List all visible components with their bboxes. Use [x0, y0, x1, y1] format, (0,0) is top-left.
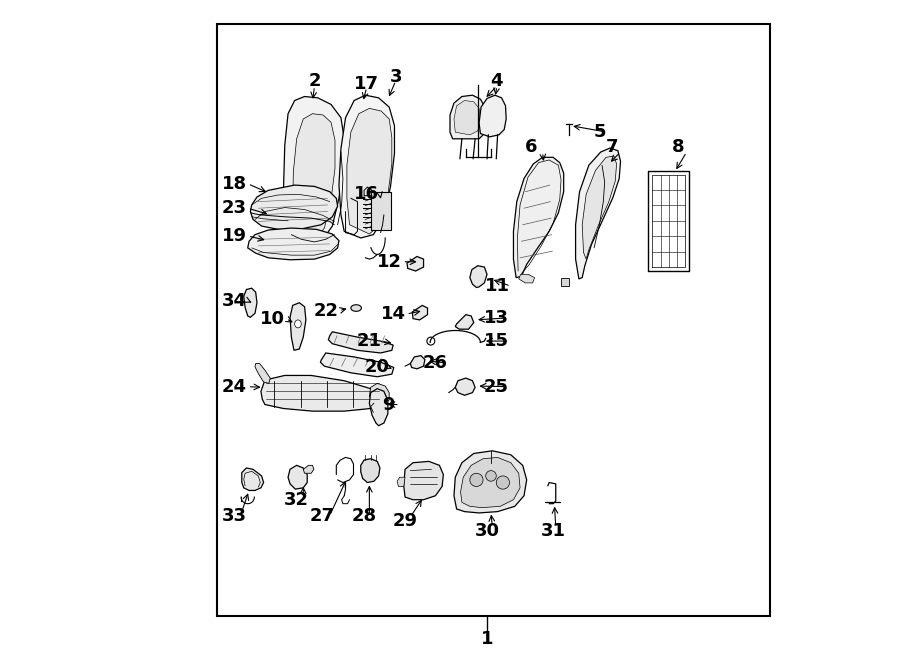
Text: 4: 4 — [491, 71, 503, 90]
Text: 13: 13 — [484, 309, 508, 327]
Polygon shape — [461, 457, 520, 508]
Text: 32: 32 — [284, 491, 309, 510]
Polygon shape — [454, 451, 526, 513]
Polygon shape — [250, 185, 338, 229]
Circle shape — [496, 476, 509, 489]
Polygon shape — [454, 100, 481, 135]
Polygon shape — [407, 256, 424, 271]
Text: 21: 21 — [357, 332, 382, 350]
Polygon shape — [514, 157, 563, 278]
Polygon shape — [412, 305, 427, 320]
Polygon shape — [410, 356, 425, 369]
Text: 27: 27 — [310, 506, 335, 525]
Text: 7: 7 — [606, 138, 618, 157]
Polygon shape — [450, 95, 486, 139]
Polygon shape — [346, 108, 392, 234]
Polygon shape — [284, 97, 344, 243]
Polygon shape — [328, 332, 393, 353]
Text: 9: 9 — [382, 395, 395, 414]
Polygon shape — [248, 228, 339, 260]
Polygon shape — [479, 95, 506, 137]
Text: 34: 34 — [222, 292, 247, 310]
Text: 10: 10 — [260, 309, 285, 328]
Ellipse shape — [294, 320, 302, 328]
Polygon shape — [261, 375, 384, 411]
Text: 30: 30 — [474, 522, 500, 541]
Text: 8: 8 — [671, 138, 684, 157]
Polygon shape — [369, 389, 388, 426]
Polygon shape — [290, 303, 306, 350]
Text: 33: 33 — [222, 506, 247, 525]
Text: 11: 11 — [485, 277, 510, 295]
Circle shape — [486, 471, 496, 481]
Text: 25: 25 — [484, 377, 508, 396]
Polygon shape — [561, 278, 569, 286]
Polygon shape — [576, 148, 620, 279]
Ellipse shape — [351, 305, 362, 311]
Text: 12: 12 — [377, 253, 401, 271]
Polygon shape — [292, 114, 335, 238]
Text: 1: 1 — [481, 630, 493, 648]
Text: 15: 15 — [484, 332, 509, 350]
Text: 5: 5 — [593, 123, 606, 141]
Text: 26: 26 — [423, 354, 448, 372]
Text: 14: 14 — [382, 305, 406, 323]
Polygon shape — [303, 465, 314, 473]
Polygon shape — [361, 459, 380, 483]
Polygon shape — [582, 156, 617, 259]
Text: 29: 29 — [392, 512, 418, 530]
Polygon shape — [339, 95, 394, 238]
Polygon shape — [397, 477, 405, 486]
Text: 18: 18 — [222, 175, 248, 193]
Text: 19: 19 — [222, 227, 247, 245]
Polygon shape — [455, 378, 475, 395]
Text: 2: 2 — [308, 71, 320, 90]
Polygon shape — [320, 353, 394, 377]
Polygon shape — [288, 465, 307, 489]
Text: 6: 6 — [525, 138, 537, 157]
Polygon shape — [242, 468, 264, 490]
Text: 23: 23 — [222, 199, 247, 217]
Bar — [371, 192, 391, 230]
Text: 28: 28 — [352, 506, 376, 525]
Circle shape — [470, 473, 483, 486]
Polygon shape — [369, 383, 389, 405]
Text: 22: 22 — [314, 301, 339, 320]
Text: 16: 16 — [354, 185, 379, 204]
Polygon shape — [255, 364, 270, 383]
Polygon shape — [404, 461, 444, 500]
Text: 17: 17 — [355, 75, 379, 93]
Text: 31: 31 — [541, 522, 566, 541]
Text: 3: 3 — [390, 67, 402, 86]
Text: 24: 24 — [222, 377, 247, 396]
Polygon shape — [244, 288, 257, 317]
Bar — [217, 24, 770, 616]
Text: 20: 20 — [364, 358, 389, 376]
Polygon shape — [455, 315, 473, 329]
Polygon shape — [470, 266, 487, 288]
Polygon shape — [518, 274, 535, 283]
